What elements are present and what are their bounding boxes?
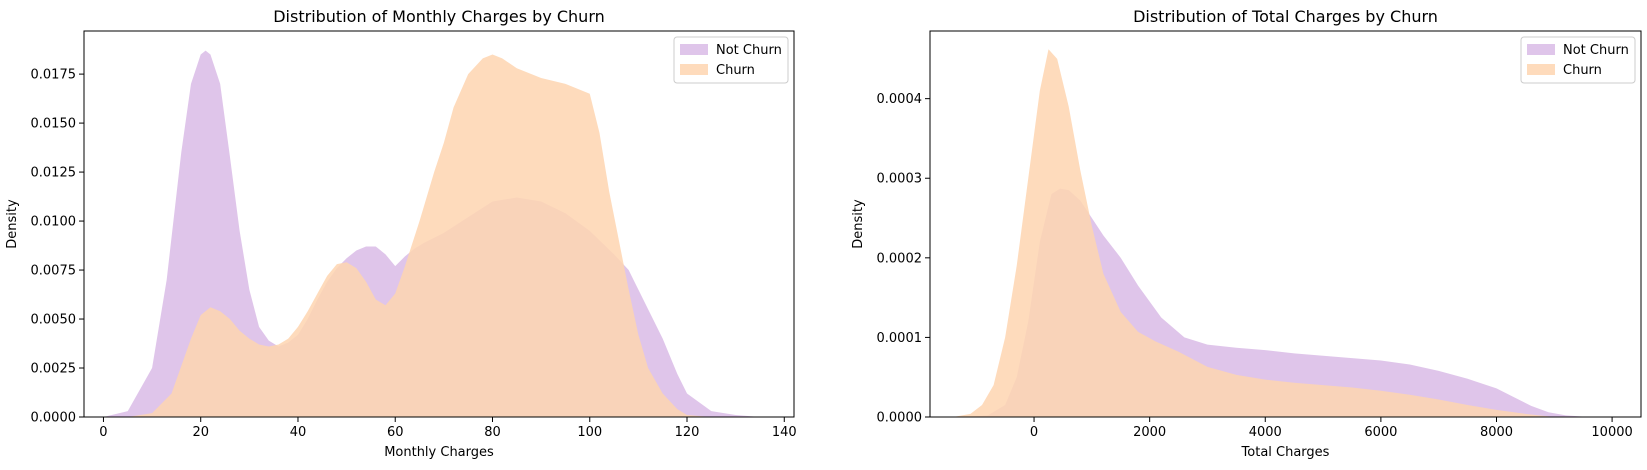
legend-label: Not Churn [716, 43, 782, 58]
y-axis-label: Density [851, 199, 866, 249]
x-tick-label: 120 [675, 425, 700, 440]
y-tick-label: 0.0125 [31, 166, 77, 181]
density-area-churn [953, 49, 1555, 418]
legend-label: Not Churn [1563, 43, 1629, 58]
x-tick-label: 100 [577, 425, 602, 440]
legend-swatch [1527, 44, 1555, 55]
y-tick-label: 0.0000 [877, 411, 923, 426]
y-tick-label: 0.0150 [31, 117, 77, 132]
x-axis-label: Total Charges [1241, 445, 1330, 460]
y-tick-label: 0.0075 [31, 264, 77, 279]
plot-frame [929, 30, 1642, 418]
legend-label: Churn [1563, 63, 1602, 78]
legend: Not Churn Churn [1520, 36, 1636, 84]
legend-swatch [1527, 64, 1555, 75]
y-tick-label: 0.0001 [877, 331, 923, 346]
legend-label: Churn [716, 63, 755, 78]
x-tick-label: 6000 [1364, 425, 1397, 440]
x-tick-label: 4000 [1249, 425, 1282, 440]
y-tick-label: 0.0025 [31, 362, 77, 377]
legend-swatch [680, 44, 708, 55]
x-tick-label: 80 [484, 425, 501, 440]
y-tick-label: 0.0002 [877, 251, 923, 266]
chart-title: Distribution of Monthly Charges by Churn [273, 7, 605, 26]
x-tick-label: 20 [192, 425, 209, 440]
chart-1: Distribution of Monthly Charges by Churn… [5, 7, 797, 460]
x-axis-label: Monthly Charges [384, 445, 494, 460]
x-tick-label: 40 [290, 425, 307, 440]
y-tick-label: 0.0003 [877, 172, 923, 187]
x-tick-label: 0 [99, 425, 107, 440]
x-tick-label: 10000 [1591, 425, 1632, 440]
x-tick-label: 2000 [1133, 425, 1166, 440]
legend: Not Churn Churn [673, 36, 789, 84]
plot-frame [83, 30, 795, 418]
x-tick-label: 140 [772, 425, 797, 440]
chart-2: Distribution of Total Charges by Churn 0 2… [851, 7, 1642, 460]
x-tick-label: 60 [387, 425, 404, 440]
y-axis-label: Density [5, 199, 20, 249]
chart-title: Distribution of Total Charges by Churn [1133, 7, 1438, 26]
x-tick-label: 8000 [1480, 425, 1513, 440]
y-tick-label: 0.0175 [31, 68, 77, 83]
legend-swatch [680, 64, 708, 75]
y-tick-label: 0.0004 [877, 92, 923, 107]
density-area-churn [127, 54, 712, 417]
x-tick-label: 0 [1030, 425, 1038, 440]
y-tick-label: 0.0000 [31, 411, 77, 426]
y-tick-label: 0.0100 [31, 215, 77, 230]
y-tick-label: 0.0050 [31, 313, 77, 328]
